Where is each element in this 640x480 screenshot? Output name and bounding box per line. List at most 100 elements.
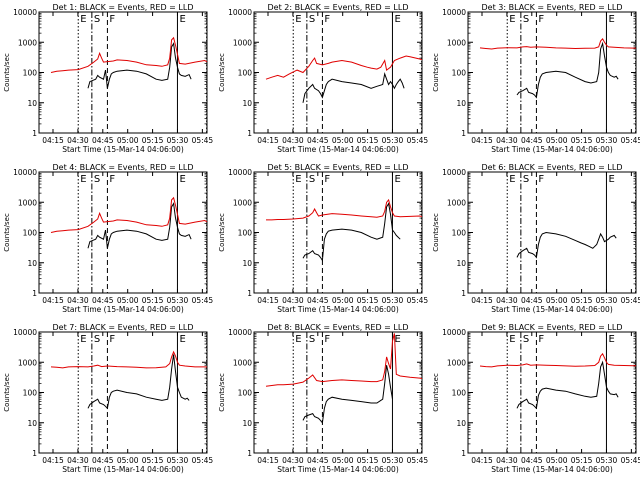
event-marker-label: E [295, 174, 301, 185]
event-marker-label: E [80, 174, 86, 185]
y-axis-label: Counts/sec [218, 213, 226, 252]
y-tick-label: 10000 [228, 168, 252, 177]
x-tick-label: 04:30 [496, 136, 518, 145]
lld-series-line [265, 55, 422, 80]
event-marker-label: E [179, 334, 185, 345]
y-tick-label: 100 [23, 229, 38, 238]
plot-frame [253, 331, 423, 454]
event-marker-label: S [94, 334, 100, 345]
event-marker-label: E [509, 334, 515, 345]
event-marker-label: F [324, 14, 330, 25]
x-tick-label: 04:45 [92, 136, 114, 145]
y-tick-label: 10 [456, 419, 466, 428]
y-tick-label: 1 [461, 289, 466, 298]
x-tick-label: 05:45 [621, 456, 640, 465]
x-tick-label: 05:45 [621, 136, 640, 145]
lld-series-line [479, 37, 636, 50]
event-marker-label: E [509, 174, 515, 185]
y-tick-label: 100 [452, 389, 467, 398]
x-tick-label: 05:15 [571, 296, 593, 305]
x-tick-label: 05:00 [546, 296, 568, 305]
plot-frame [38, 11, 208, 134]
lld-series-line [50, 196, 207, 233]
plot-frame [253, 11, 423, 134]
y-axis-label: Counts/sec [432, 213, 440, 252]
x-tick-label: 04:45 [92, 456, 114, 465]
y-tick-label: 100 [238, 229, 253, 238]
event-marker-label: E [608, 334, 614, 345]
chart-panel-8: Det 8: BLACK = Events, RED = LLD Counts/s… [218, 323, 428, 474]
events-series-line [302, 71, 405, 103]
lld-series-line [266, 198, 422, 221]
x-tick-label: 04:15 [257, 296, 279, 305]
events-series-line [302, 202, 401, 262]
events-series-line [516, 41, 619, 99]
event-marker-label: S [523, 174, 529, 185]
y-axis-label: Counts/sec [218, 373, 226, 412]
x-axis-label: Start Time (15-Mar-14 04:06:00) [277, 305, 399, 314]
x-tick-label: 04:15 [42, 136, 64, 145]
y-tick-label: 10000 [442, 328, 466, 337]
y-tick-label: 100 [238, 389, 253, 398]
x-tick-label: 04:45 [307, 456, 329, 465]
events-series-line [87, 42, 192, 89]
y-axis-label: Counts/sec [432, 53, 440, 92]
x-tick-label: 04:45 [521, 136, 543, 145]
y-tick-label: 100 [238, 69, 253, 78]
chart-panel-3: Det 3: BLACK = Events, RED = LLD Counts/s… [432, 3, 640, 154]
y-tick-label: 10 [242, 419, 252, 428]
x-tick-label: 04:15 [42, 296, 64, 305]
x-tick-label: 04:15 [42, 456, 64, 465]
x-tick-label: 04:15 [257, 136, 279, 145]
x-axis-label: Start Time (15-Mar-14 04:06:00) [277, 145, 399, 154]
x-tick-label: 04:45 [521, 296, 543, 305]
event-marker-label: F [109, 14, 115, 25]
chart-title: Det 5: BLACK = Events, RED = LLD [268, 163, 409, 172]
y-tick-label: 1 [461, 129, 466, 138]
event-marker-label: S [309, 334, 315, 345]
x-tick-label: 04:30 [282, 136, 304, 145]
chart-panel-7: Det 7: BLACK = Events, RED = LLD Counts/s… [3, 323, 214, 474]
y-axis-label: Counts/sec [3, 53, 11, 92]
y-tick-label: 100 [452, 69, 467, 78]
x-tick-label: 05:30 [167, 456, 189, 465]
chart-panel-4: Det 4: BLACK = Events, RED = LLD Counts/s… [3, 163, 213, 314]
x-tick-label: 05:30 [596, 456, 618, 465]
y-tick-label: 1000 [447, 198, 466, 207]
y-tick-label: 100 [23, 69, 38, 78]
y-tick-label: 10000 [13, 8, 37, 17]
chart-title: Det 7: BLACK = Events, RED = LLD [53, 323, 194, 332]
chart-title: Det 8: BLACK = Events, RED = LLD [268, 323, 409, 332]
x-tick-label: 05:30 [167, 136, 189, 145]
x-tick-label: 05:45 [192, 456, 214, 465]
x-tick-label: 05:00 [117, 296, 139, 305]
y-tick-label: 100 [452, 229, 467, 238]
event-marker-label: S [523, 334, 529, 345]
x-tick-label: 05:30 [596, 296, 618, 305]
events-series-line [302, 365, 393, 425]
event-marker-label: E [295, 14, 301, 25]
y-tick-label: 1 [247, 289, 252, 298]
y-tick-label: 10 [242, 259, 252, 268]
events-series-line [87, 354, 190, 410]
y-tick-label: 10 [456, 99, 466, 108]
x-axis-label: Start Time (15-Mar-14 04:06:00) [62, 465, 184, 474]
lld-series-line [479, 352, 636, 368]
event-marker-label: S [309, 174, 315, 185]
plot-frame [38, 331, 208, 454]
x-tick-label: 04:30 [496, 296, 518, 305]
lld-series-line [50, 350, 207, 369]
lld-series-line [50, 36, 207, 73]
event-marker-label: E [80, 334, 86, 345]
x-tick-label: 05:45 [192, 136, 214, 145]
x-tick-label: 05:45 [407, 296, 429, 305]
x-tick-label: 05:30 [382, 296, 404, 305]
x-tick-label: 04:30 [496, 456, 518, 465]
y-tick-label: 1 [32, 449, 37, 458]
plot-frame [253, 171, 423, 294]
y-axis-label: Counts/sec [218, 53, 226, 92]
x-tick-label: 05:30 [382, 456, 404, 465]
x-tick-label: 05:15 [357, 456, 379, 465]
y-tick-label: 1000 [18, 358, 37, 367]
